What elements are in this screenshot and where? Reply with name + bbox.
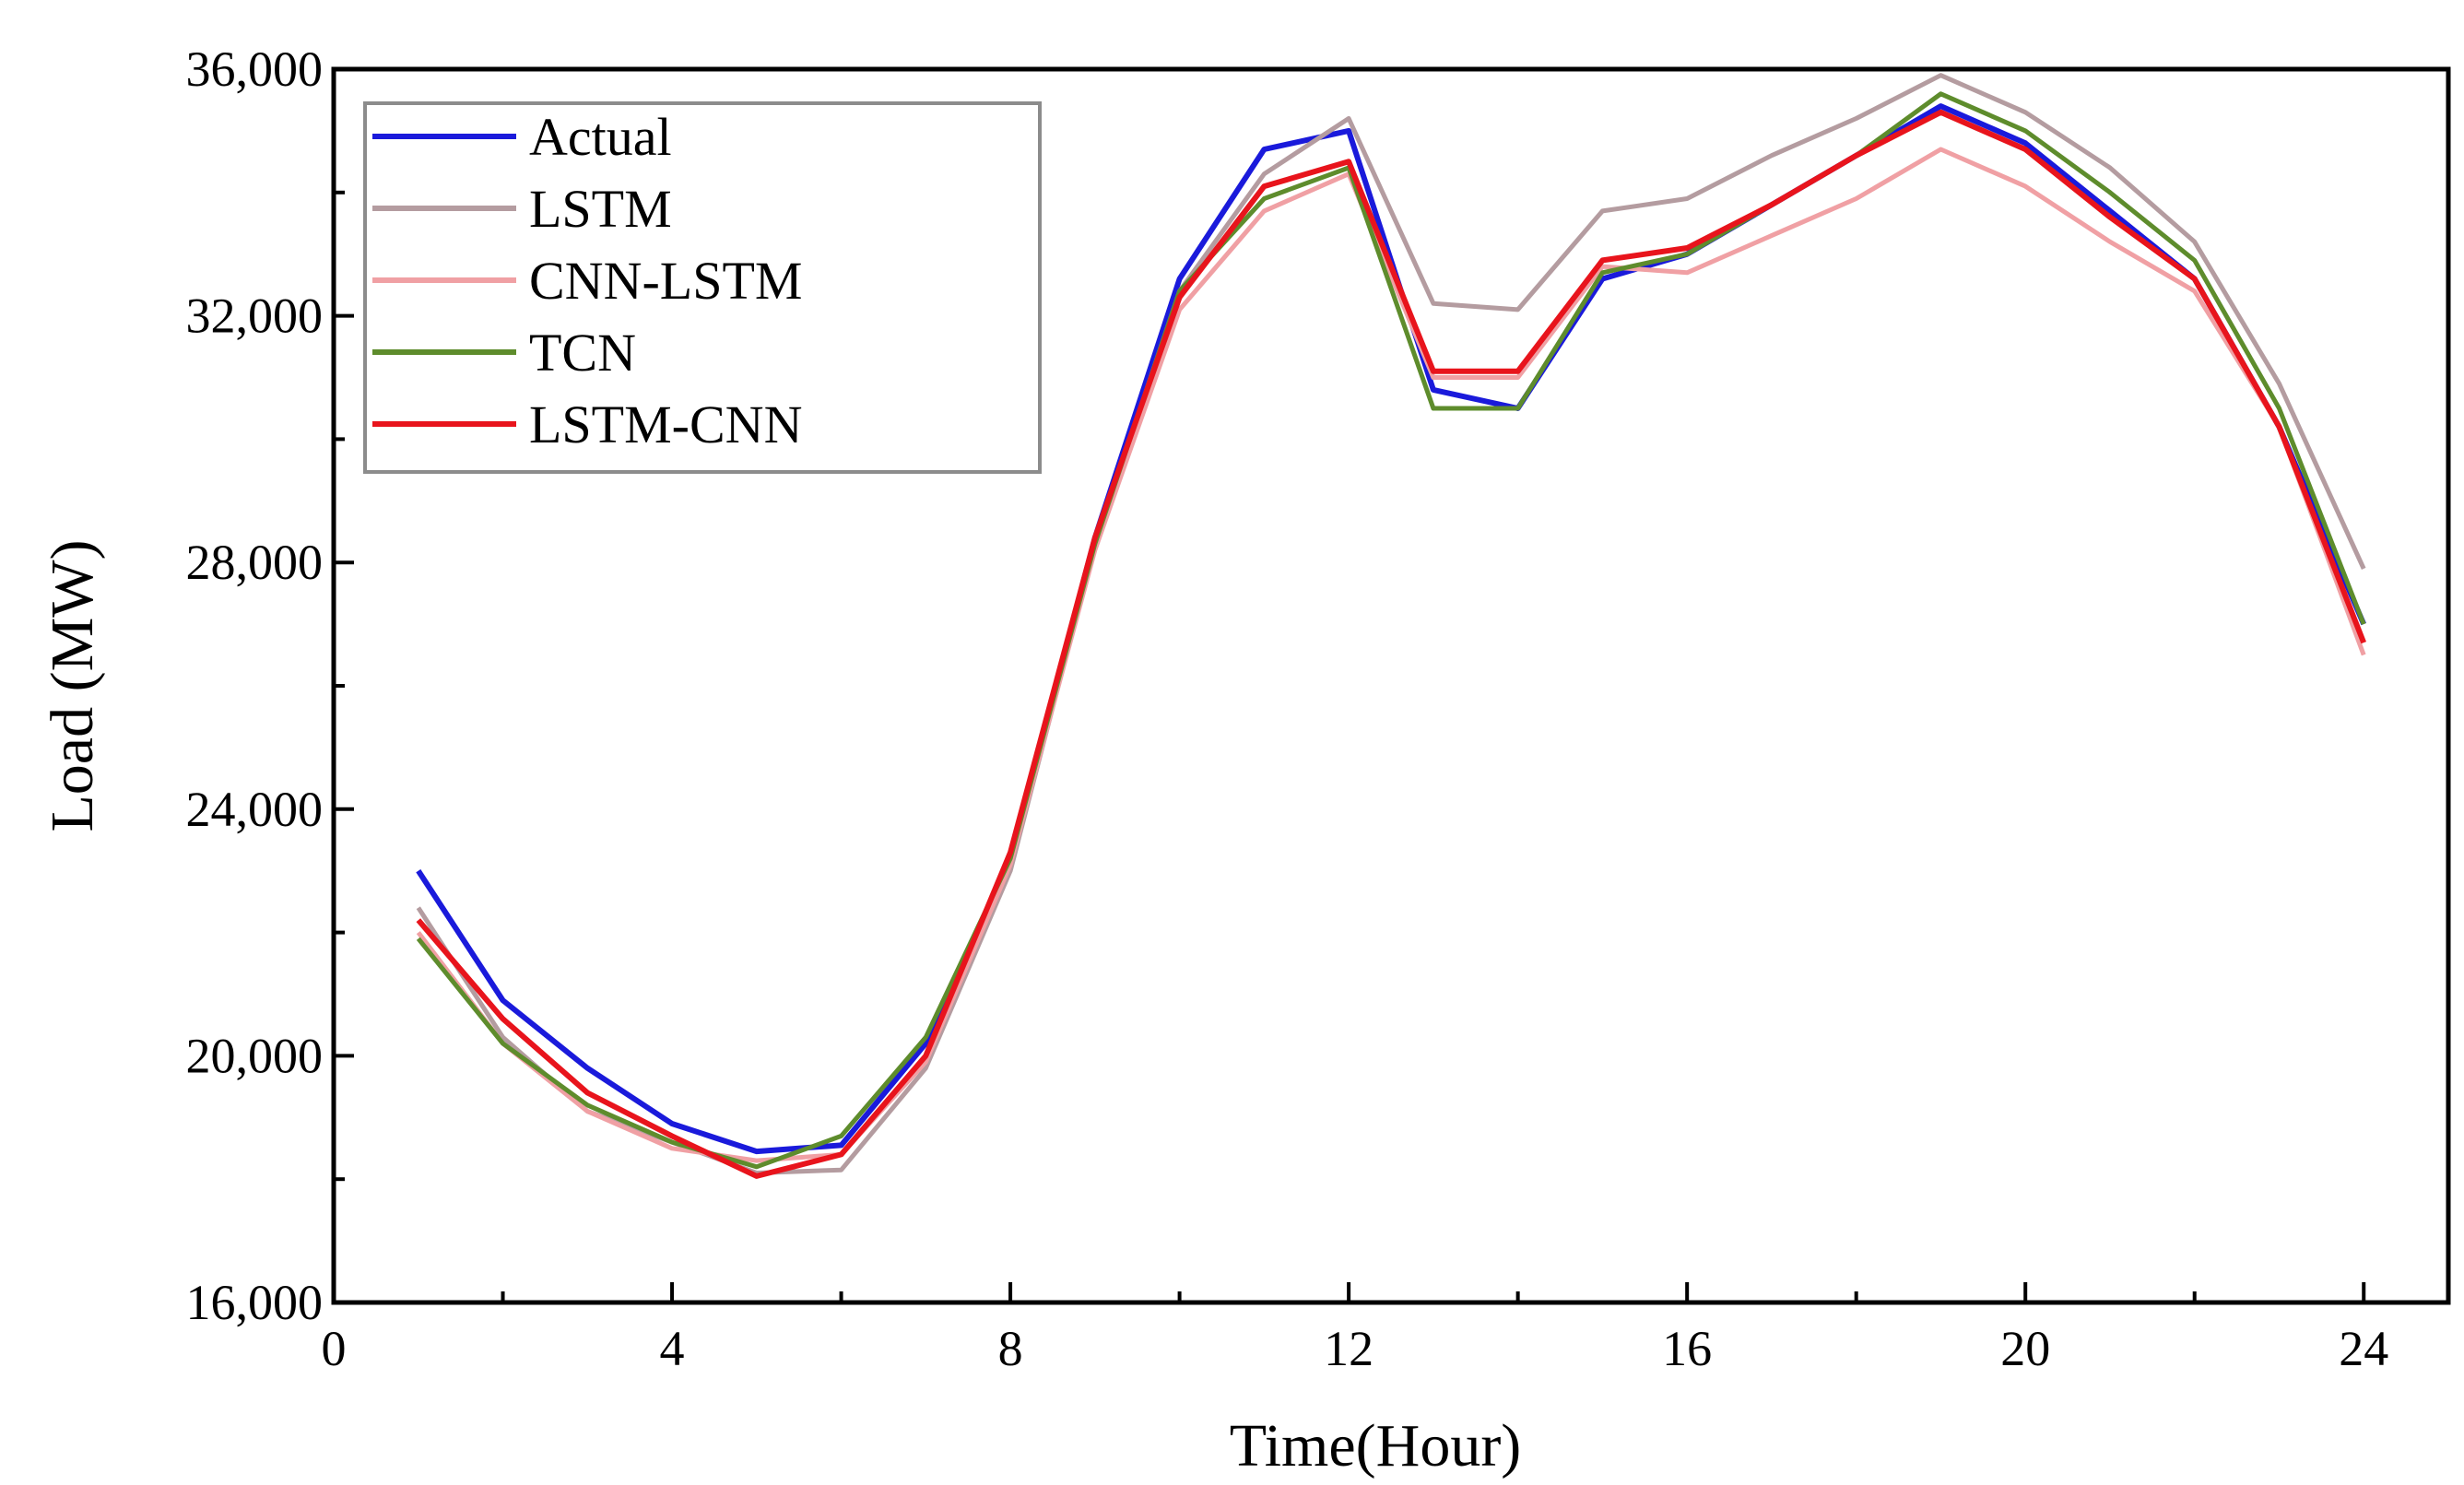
series-line-tcn	[416, 91, 2366, 1170]
y-tick-label: 24,000	[186, 782, 324, 837]
x-tick-label: 4	[660, 1321, 685, 1376]
legend-label: Actual	[529, 107, 672, 167]
y-tick-label: 32,000	[186, 289, 324, 344]
series-lines	[416, 73, 2366, 1179]
legend-box	[363, 101, 1042, 474]
series-line-cnn-lstm	[416, 147, 2366, 1163]
legend-label: CNN-LSTM	[529, 251, 802, 311]
series-line-lstm-cnn	[416, 109, 2366, 1179]
x-tick-label: 16	[1662, 1321, 1712, 1376]
x-axis-title: Time(Hour)	[1230, 1412, 1522, 1479]
legend: Actual LSTM CNN-LSTM TCN LSTM-CNN	[363, 101, 1042, 474]
x-tick-label: 0	[322, 1321, 347, 1376]
y-tick-label: 16,000	[186, 1275, 324, 1330]
x-tick-label: 20	[2000, 1321, 2050, 1376]
y-axis-title: Load (MW)	[39, 539, 106, 831]
legend-label: LSTM-CNN	[529, 395, 802, 454]
y-tick-label: 20,000	[186, 1028, 324, 1083]
x-tick-label: 12	[1324, 1321, 1373, 1376]
legend-label: LSTM	[529, 179, 672, 239]
legend-label: TCN	[529, 323, 636, 383]
y-tick-label: 36,000	[186, 41, 324, 97]
y-tick-label: 28,000	[186, 535, 324, 590]
x-tick-label: 8	[998, 1321, 1023, 1376]
axis-ticks: 0 4 8 12 16 20 24 16,000 20,000 24,000 28,000 32,00…	[186, 41, 2389, 1376]
x-tick-label: 24	[2339, 1321, 2388, 1376]
